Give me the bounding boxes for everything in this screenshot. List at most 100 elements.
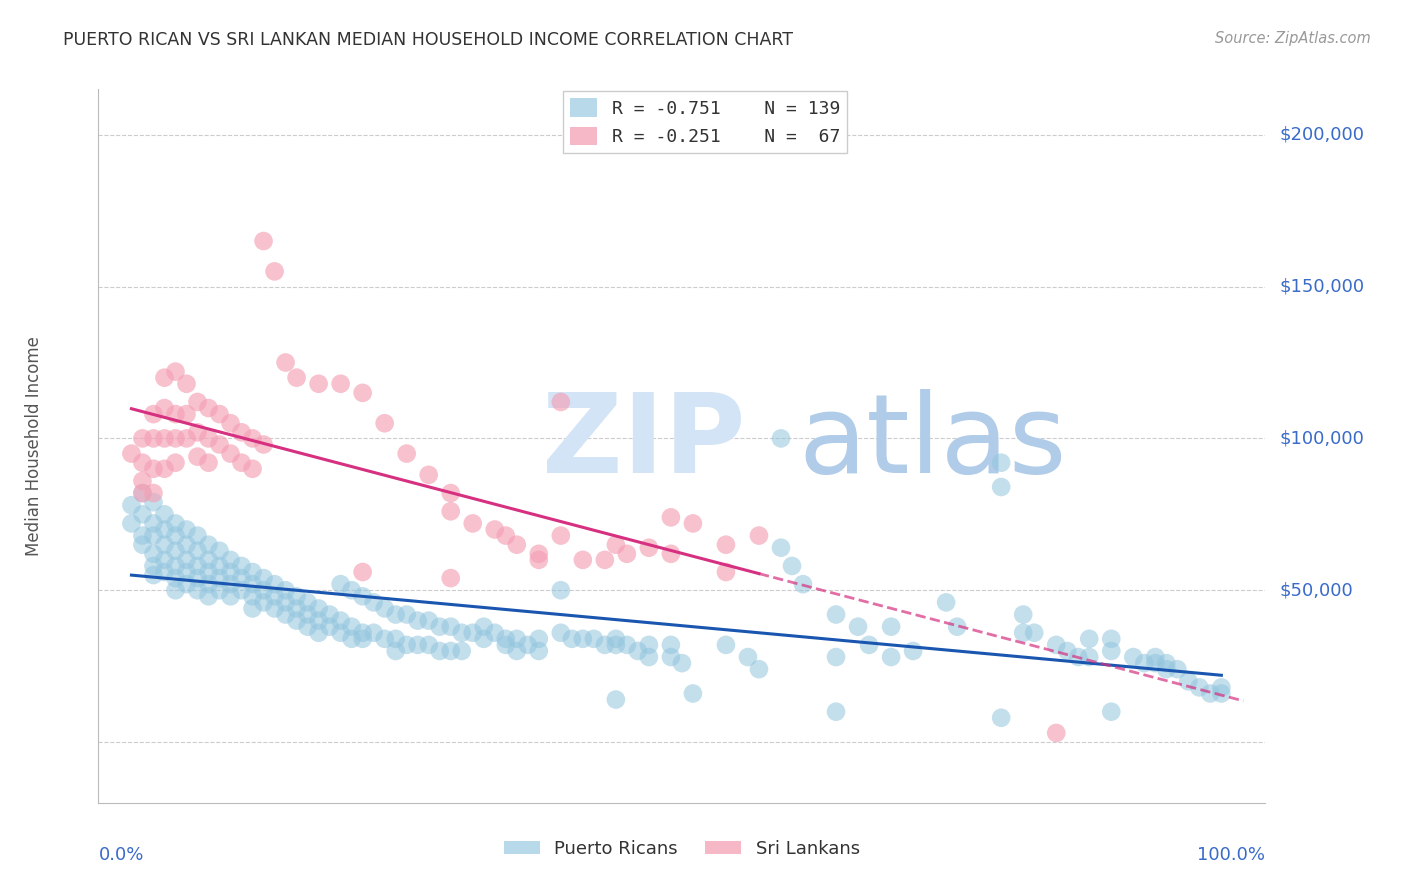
Point <box>197 590 219 604</box>
Point <box>990 456 1012 470</box>
Point <box>131 431 153 445</box>
Point <box>153 401 176 415</box>
Point <box>418 638 440 652</box>
Text: Source: ZipAtlas.com: Source: ZipAtlas.com <box>1215 31 1371 46</box>
Point <box>638 541 661 555</box>
Point <box>197 456 219 470</box>
Point <box>748 662 770 676</box>
Point <box>1099 705 1122 719</box>
Point <box>1211 681 1233 695</box>
Point <box>1199 686 1222 700</box>
Point <box>1144 656 1167 670</box>
Point <box>131 486 153 500</box>
Point <box>231 425 253 440</box>
Point <box>208 558 231 573</box>
Point <box>165 543 187 558</box>
Point <box>242 462 264 476</box>
Point <box>1188 681 1211 695</box>
Point <box>858 638 880 652</box>
Point <box>714 538 737 552</box>
Point <box>1156 662 1178 676</box>
Point <box>593 638 616 652</box>
Point <box>1056 644 1078 658</box>
Point <box>550 625 572 640</box>
Point <box>352 625 374 640</box>
Point <box>527 644 550 658</box>
Point <box>484 523 506 537</box>
Point <box>605 638 627 652</box>
Point <box>352 590 374 604</box>
Point <box>1067 650 1090 665</box>
Text: Median Household Income: Median Household Income <box>25 336 44 556</box>
Point <box>593 553 616 567</box>
Point <box>197 565 219 579</box>
Point <box>329 376 352 391</box>
Point <box>142 486 165 500</box>
Point <box>1133 656 1156 670</box>
Point <box>186 583 208 598</box>
Point <box>153 538 176 552</box>
Point <box>274 607 297 622</box>
Point <box>120 447 142 461</box>
Point <box>153 370 176 384</box>
Point <box>1099 632 1122 646</box>
Point <box>506 632 529 646</box>
Point <box>231 571 253 585</box>
Point <box>374 632 396 646</box>
Point <box>186 558 208 573</box>
Point <box>1122 650 1144 665</box>
Point <box>616 547 638 561</box>
Point <box>308 625 330 640</box>
Point <box>572 632 595 646</box>
Point <box>340 583 363 598</box>
Point <box>429 620 451 634</box>
Point <box>208 543 231 558</box>
Point <box>429 644 451 658</box>
Point <box>846 620 869 634</box>
Point <box>418 467 440 482</box>
Point <box>605 692 627 706</box>
Point <box>352 632 374 646</box>
Point <box>208 583 231 598</box>
Point <box>1012 625 1035 640</box>
Point <box>186 528 208 542</box>
Point <box>506 644 529 658</box>
Point <box>616 638 638 652</box>
Point <box>406 638 429 652</box>
Point <box>1099 644 1122 658</box>
Point <box>627 644 650 658</box>
Point <box>935 595 957 609</box>
Point <box>297 607 319 622</box>
Point <box>197 538 219 552</box>
Point <box>572 553 595 567</box>
Point <box>638 650 661 665</box>
Point <box>990 480 1012 494</box>
Point <box>263 264 285 278</box>
Text: 0.0%: 0.0% <box>98 846 143 863</box>
Point <box>682 516 704 531</box>
Point <box>176 565 198 579</box>
Point <box>714 565 737 579</box>
Point <box>659 547 682 561</box>
Point <box>285 601 308 615</box>
Point <box>176 538 198 552</box>
Point <box>165 558 187 573</box>
Point <box>153 508 176 522</box>
Point <box>527 547 550 561</box>
Point <box>550 528 572 542</box>
Point <box>176 376 198 391</box>
Point <box>450 625 472 640</box>
Point <box>1177 674 1199 689</box>
Point <box>990 711 1012 725</box>
Point <box>561 632 583 646</box>
Point <box>384 632 406 646</box>
Point <box>1144 650 1167 665</box>
Point <box>242 431 264 445</box>
Point <box>748 528 770 542</box>
Text: ZIP: ZIP <box>541 389 745 496</box>
Point <box>352 385 374 400</box>
Point <box>297 595 319 609</box>
Point <box>1156 656 1178 670</box>
Point <box>219 590 242 604</box>
Point <box>131 538 153 552</box>
